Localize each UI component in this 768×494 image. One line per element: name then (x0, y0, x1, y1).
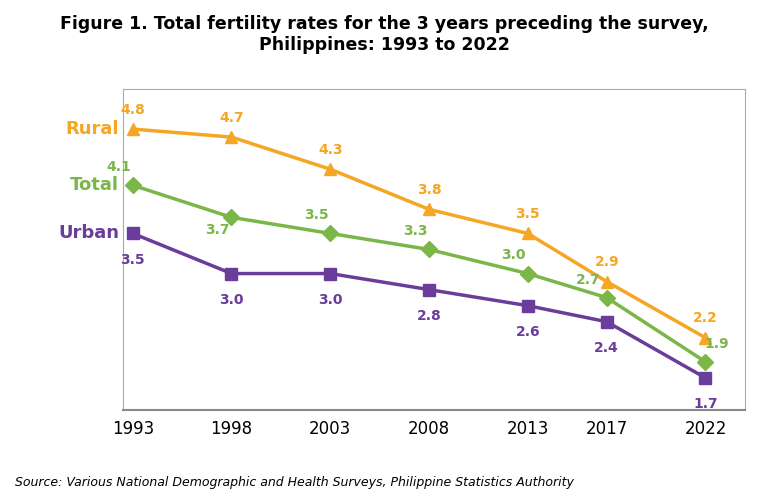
Text: 1.9: 1.9 (704, 337, 729, 351)
Text: 4.3: 4.3 (318, 143, 343, 157)
Text: 4.7: 4.7 (219, 111, 243, 124)
Text: 2.7: 2.7 (576, 273, 601, 287)
Text: 2.8: 2.8 (416, 309, 442, 323)
Text: 3.0: 3.0 (219, 293, 243, 307)
Text: Figure 1. Total fertility rates for the 3 years preceding the survey,
Philippine: Figure 1. Total fertility rates for the … (60, 15, 708, 54)
Text: Source: Various National Demographic and Health Surveys, Philippine Statistics A: Source: Various National Demographic and… (15, 476, 574, 489)
Text: 4.8: 4.8 (121, 103, 145, 117)
Text: 3.8: 3.8 (417, 183, 442, 197)
Text: 3.5: 3.5 (515, 207, 540, 221)
Text: 2.2: 2.2 (693, 311, 718, 325)
Text: Rural: Rural (65, 120, 119, 138)
Text: 3.0: 3.0 (502, 248, 526, 262)
Text: 3.3: 3.3 (403, 224, 427, 239)
Text: 2.6: 2.6 (515, 325, 540, 339)
Text: 3.5: 3.5 (121, 253, 145, 267)
Text: 2.9: 2.9 (594, 255, 619, 269)
Text: Urban: Urban (58, 224, 119, 243)
Text: 1.7: 1.7 (694, 397, 718, 412)
Text: 4.1: 4.1 (107, 160, 131, 174)
Text: 3.7: 3.7 (205, 223, 230, 237)
Text: 3.5: 3.5 (304, 208, 329, 222)
Text: 2.4: 2.4 (594, 341, 619, 355)
Text: 3.0: 3.0 (318, 293, 343, 307)
Text: Total: Total (70, 176, 119, 194)
